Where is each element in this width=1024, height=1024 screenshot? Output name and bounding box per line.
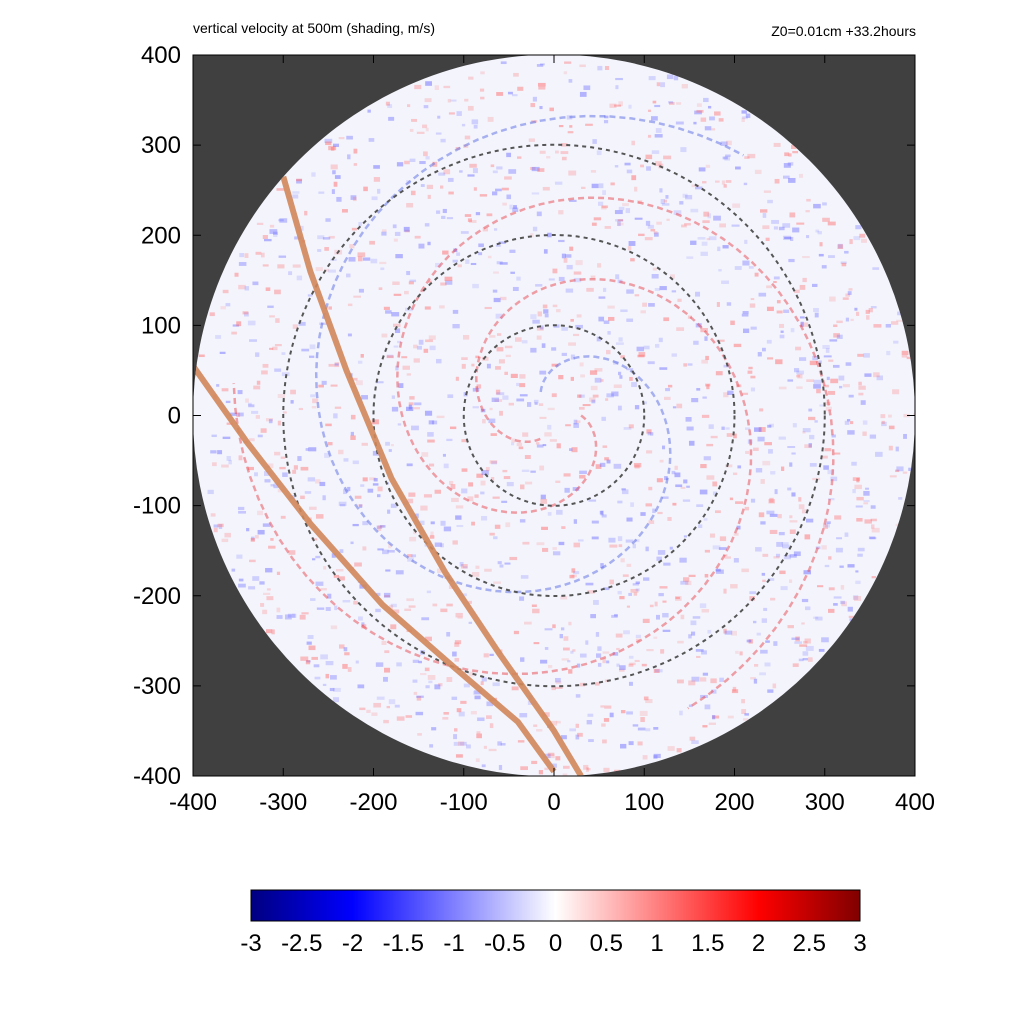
colorbar-tick-label-5: -0.5	[484, 930, 525, 957]
x-tick-label-100: 100	[624, 789, 664, 816]
colorbar-tick-label-1: -2.5	[281, 930, 322, 957]
y-tick-label-0: 0	[168, 403, 181, 430]
colorbar-tick-label-3: -1.5	[383, 930, 424, 957]
radius-circle-200	[372, 234, 736, 597]
x-tick-label-400: 400	[895, 789, 935, 816]
rainband-1	[396, 196, 835, 710]
rainband-2	[232, 277, 753, 676]
y-tick-label--300: -300	[133, 673, 181, 700]
colorbar-tick-label-0: -3	[240, 930, 261, 957]
colorbar	[250, 889, 861, 922]
y-tick-label--100: -100	[133, 493, 181, 520]
run-annotation: Z0=0.01cm +33.2hours	[771, 23, 916, 39]
radius-circle-300	[282, 143, 826, 688]
colorbar-tick-label-6: 0	[549, 930, 562, 957]
colorbar-tick-label-2: -2	[342, 930, 363, 957]
colorbar-tick-label-12: 3	[853, 930, 866, 957]
track-line-1	[280, 175, 584, 777]
x-tick-label-200: 200	[714, 789, 754, 816]
x-tick-label-300: 300	[805, 789, 845, 816]
x-tick-label-0: 0	[547, 789, 560, 816]
colorbar-tick-label-8: 1	[650, 930, 663, 957]
x-tick-label--200: -200	[349, 789, 397, 816]
colorbar-tick-label-10: 2	[752, 930, 765, 957]
y-tick-label-200: 200	[141, 222, 181, 249]
y-tick-label-300: 300	[141, 132, 181, 159]
rainband-3	[314, 114, 745, 594]
model-domain-disk	[193, 54, 915, 777]
track-lines	[193, 175, 584, 777]
x-tick-label--400: -400	[169, 789, 217, 816]
y-tick-label--200: -200	[133, 583, 181, 610]
radius-circle-100	[462, 324, 646, 507]
colorbar-tick-label-4: -1	[443, 930, 464, 957]
colorbar-tick-label-11: 2.5	[793, 930, 826, 957]
colorbar-tick-label-7: 0.5	[590, 930, 623, 957]
y-tick-label-100: 100	[141, 312, 181, 339]
colorbar-tick-label-9: 1.5	[691, 930, 724, 957]
x-tick-label--300: -300	[259, 789, 307, 816]
track-line-2	[193, 364, 557, 774]
chart-title: vertical velocity at 500m (shading, m/s)	[193, 20, 435, 36]
y-tick-label--400: -400	[133, 763, 181, 790]
y-tick-label-400: 400	[141, 42, 181, 69]
x-tick-label--100: -100	[440, 789, 488, 816]
